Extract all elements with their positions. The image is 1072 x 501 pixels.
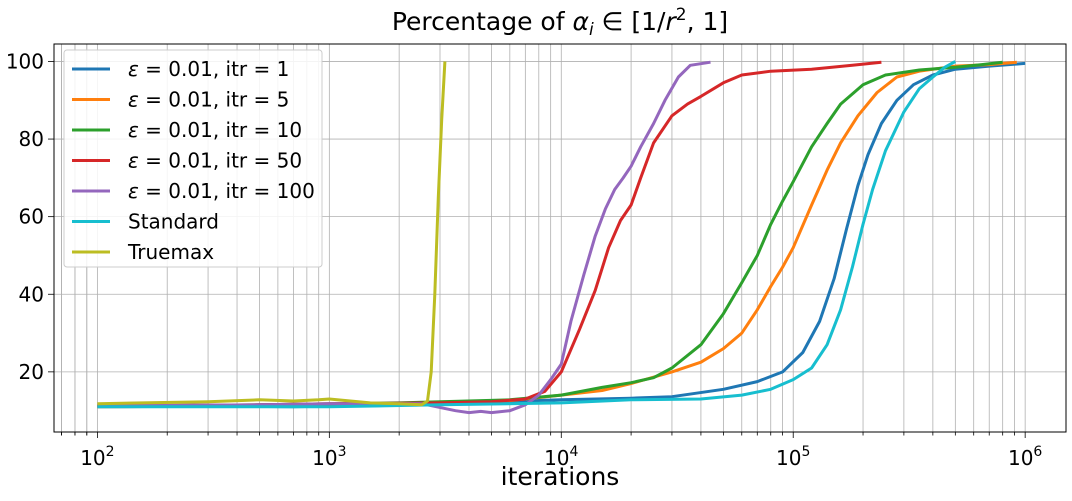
legend-label: ε = 0.01, itr = 50 <box>128 149 302 173</box>
series-lines <box>97 60 1026 415</box>
legend-label: Standard <box>128 210 219 234</box>
y-tick-label: 40 <box>19 282 44 306</box>
title-alpha: α <box>572 7 589 36</box>
series-line-5 <box>97 60 711 415</box>
legend-label: ε = 0.01, itr = 10 <box>128 118 302 142</box>
x-tick-label: 102 <box>80 444 114 470</box>
chart-title: Percentage of αi ∈ [1/r2, 1] <box>392 5 728 40</box>
title-exponent: 2 <box>676 5 687 25</box>
y-tick-label: 60 <box>19 205 44 229</box>
x-axis-label: iterations <box>501 462 620 491</box>
title-prefix: Percentage of <box>392 7 573 36</box>
plot-frame <box>53 43 1067 433</box>
x-tick-label: 106 <box>1008 444 1042 470</box>
legend-label: ε = 0.01, itr = 5 <box>128 88 289 112</box>
x-tick-label: 104 <box>544 444 578 470</box>
legend: ε = 0.01, itr = 1 ε = 0.01, itr = 5 ε = 0.… <box>63 49 323 268</box>
legend-box <box>63 49 323 268</box>
title-subscript: i <box>589 20 594 40</box>
legend-label: ε = 0.01, itr = 1 <box>128 57 289 81</box>
series-line-6 <box>97 60 957 409</box>
legend-label: ε = 0.01, itr = 100 <box>128 179 315 203</box>
y-tick-label: 20 <box>19 360 44 384</box>
title-variable: r <box>665 7 677 36</box>
title-relation: ∈ [1/ <box>594 7 666 36</box>
x-tick-label: 105 <box>776 444 810 470</box>
y-tick-label: 80 <box>19 127 44 151</box>
series-line-7 <box>97 61 447 407</box>
legend-label: Truemax <box>127 240 214 264</box>
series-line-4 <box>97 60 882 408</box>
series-line-3 <box>97 60 1003 408</box>
title-suffix: , 1] <box>687 7 729 36</box>
axis-ticks: 20 40 60 80 100 102 103 104 105 106 <box>6 49 1043 470</box>
y-tick-label: 100 <box>6 49 44 73</box>
x-tick-label: 103 <box>312 444 346 470</box>
